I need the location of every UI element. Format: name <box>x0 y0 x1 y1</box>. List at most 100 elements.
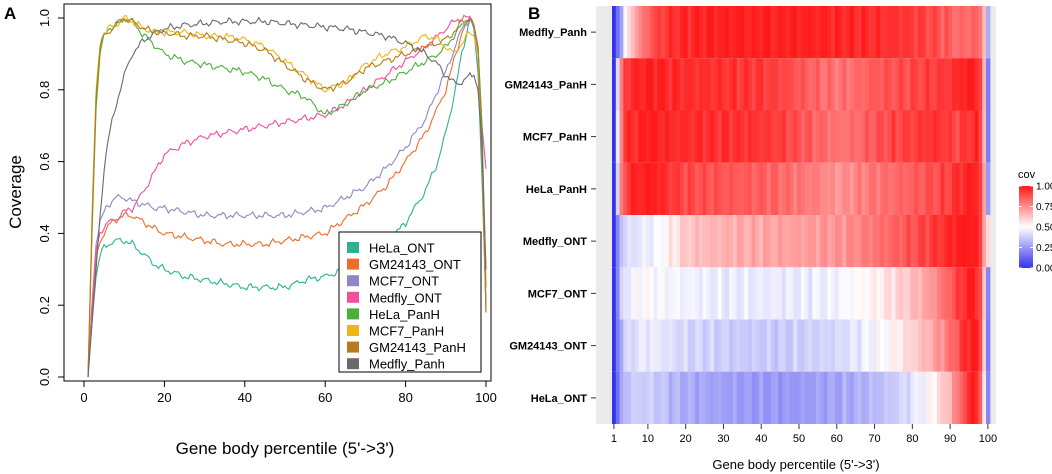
heatmap-cell <box>831 58 836 111</box>
heatmap-cell <box>899 215 904 268</box>
heatmap-cell <box>797 215 802 268</box>
legend-swatch <box>347 358 359 370</box>
heatmap-cell <box>676 319 681 372</box>
heatmap-cell <box>627 215 632 268</box>
heatmap-cell <box>914 371 919 424</box>
x-tick-label: 90 <box>944 433 956 445</box>
heatmap-cell <box>868 6 874 59</box>
heatmap-cell <box>623 6 628 59</box>
line-series-group <box>87 14 487 378</box>
y-axis-a: 0.0 0.2 0.4 0.6 0.8 1.0 <box>37 9 64 386</box>
heatmap-cell <box>627 110 632 163</box>
heatmap-cell <box>710 162 715 215</box>
heatmap-cell <box>627 319 632 372</box>
heatmap-cell <box>838 6 844 59</box>
heatmap-cell <box>729 319 734 372</box>
heatmap-cell <box>668 162 674 215</box>
heatmap-cell <box>759 319 764 372</box>
heatmap-cell <box>797 110 802 163</box>
heatmap-cell <box>921 319 927 372</box>
heatmap-cell <box>872 58 878 111</box>
heatmap-cell <box>683 162 689 215</box>
heatmap-cell <box>732 267 738 320</box>
heatmap-cell <box>646 58 651 111</box>
heatmap-cell <box>819 162 825 215</box>
y-tick-label: 0.4 <box>37 224 52 242</box>
heatmap-cell <box>884 58 889 111</box>
heatmap-cell <box>974 215 980 268</box>
heatmap-cell <box>657 110 662 163</box>
heatmap-cell <box>785 58 791 111</box>
heatmap-cell <box>918 215 923 268</box>
heatmap-cell <box>933 162 938 215</box>
heatmap-cell <box>918 319 923 372</box>
heatmap-cell <box>853 110 859 163</box>
heatmap-cell <box>672 319 677 372</box>
heatmap-cell <box>657 267 662 320</box>
heatmap-cell <box>740 6 745 59</box>
heatmap-cell <box>763 267 768 320</box>
heatmap-cell <box>884 319 889 372</box>
heatmap-cell <box>740 267 745 320</box>
heatmap-cell <box>970 215 976 268</box>
heatmap-cell <box>808 6 813 59</box>
heatmap-cell <box>834 319 840 372</box>
heatmap-cell <box>929 110 934 163</box>
heatmap-cell <box>850 371 855 424</box>
heatmap-cell <box>668 110 674 163</box>
heatmap-cell <box>634 6 640 59</box>
line-HeLa_ONT <box>87 18 487 378</box>
heatmap-cell <box>695 267 700 320</box>
heatmap-cell <box>782 162 787 215</box>
heatmap-cell <box>963 162 968 215</box>
heatmap-cell <box>880 319 885 372</box>
heatmap-cell <box>868 319 874 372</box>
heatmap-cell <box>766 215 772 268</box>
heatmap-cell <box>959 371 964 424</box>
heatmap-cell <box>952 6 957 59</box>
heatmap-cell <box>933 6 938 59</box>
heatmap-cell <box>793 162 798 215</box>
heatmap-cell <box>850 58 855 111</box>
heatmap-cell <box>619 110 624 163</box>
x-tick-label: 20 <box>157 390 171 405</box>
heatmap-cell <box>846 58 851 111</box>
heatmap-cell <box>944 267 949 320</box>
heatmap-cell <box>653 162 658 215</box>
heatmap-cell <box>766 319 772 372</box>
heatmap-cell <box>661 6 666 59</box>
heatmap-cell <box>876 215 881 268</box>
legend-swatch <box>347 242 359 253</box>
heatmap-cell <box>827 6 832 59</box>
heatmap-cell <box>778 215 783 268</box>
heatmap-cell <box>680 162 685 215</box>
heatmap-cell <box>751 6 757 59</box>
heatmap-cell <box>748 110 753 163</box>
heatmap-cell <box>831 162 836 215</box>
heatmap-cell <box>846 162 851 215</box>
heatmap-cell <box>850 6 855 59</box>
heatmap-cell <box>619 371 624 424</box>
x-axis-title-a: Gene body percentile (5'->3') <box>176 439 395 458</box>
heatmap-cell <box>687 371 692 424</box>
heatmap-cell <box>933 371 938 424</box>
heatmap-cell <box>766 371 772 424</box>
heatmap-cell <box>763 6 768 59</box>
heatmap-cell <box>717 58 723 111</box>
heatmap-cell <box>974 58 980 111</box>
heatmap-cell <box>785 6 791 59</box>
heatmap-cell <box>921 162 927 215</box>
heatmap-cell <box>634 215 640 268</box>
heatmap-cell <box>921 267 927 320</box>
heatmap-cell <box>925 58 930 111</box>
heatmap-row-Medfly_Panh <box>612 6 991 59</box>
heatmap-cell <box>748 162 753 215</box>
x-tick-label: 70 <box>868 433 880 445</box>
heatmap-cell <box>978 267 983 320</box>
heatmap-cell <box>880 371 885 424</box>
heatmap-cell <box>638 267 643 320</box>
x-tick-label: 60 <box>831 433 843 445</box>
panel-a: A 0.0 0.2 0.4 0.6 0.8 1.0 0 20 40 60 80 100 Covera… <box>4 3 497 458</box>
heatmap-cell <box>940 371 946 424</box>
heatmap-cell <box>736 162 742 215</box>
